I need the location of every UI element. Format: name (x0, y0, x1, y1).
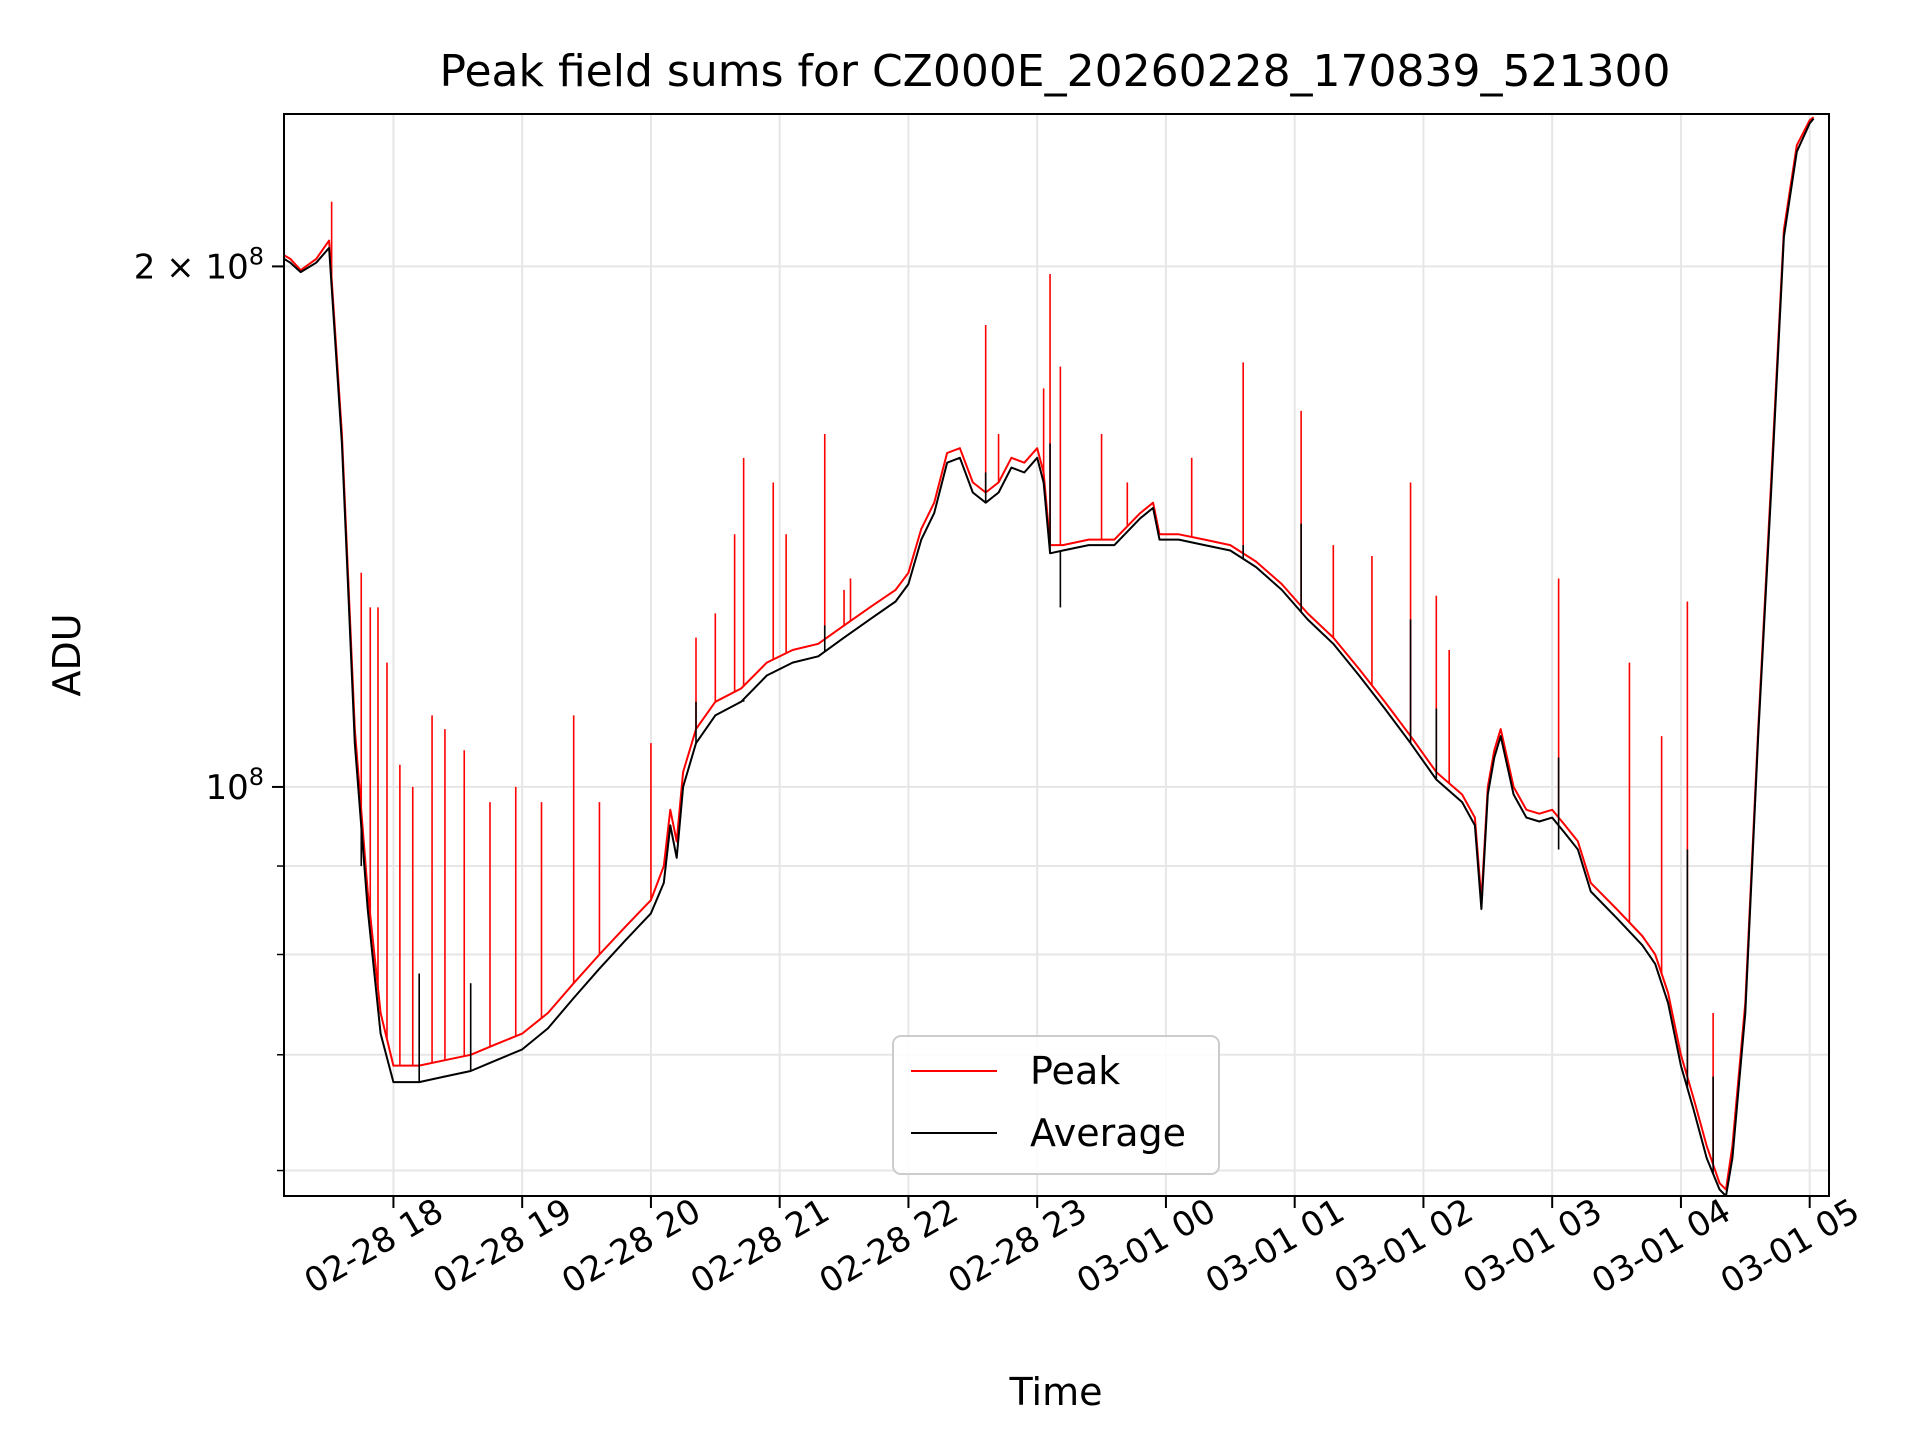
peak-line (283, 116, 1815, 1191)
legend-peak-label: Peak (1030, 1049, 1120, 1093)
y-tick-exponent: 8 (249, 242, 264, 270)
series-average (283, 117, 1815, 1197)
legend-average-label: Average (1030, 1111, 1186, 1155)
plot-frame (283, 113, 1830, 1197)
legend: Peak Average (892, 1035, 1220, 1175)
series-area (283, 116, 1815, 1197)
chart-title: Peak field sums for CZ000E_20260228_1708… (440, 46, 1671, 97)
x-axis-label: Time (1009, 1370, 1103, 1414)
y-axis-label: ADU (45, 613, 89, 696)
y-tick-exponent: 8 (249, 763, 264, 791)
average-line (283, 117, 1815, 1197)
y-tick-label: 2 × 108 (134, 242, 264, 287)
